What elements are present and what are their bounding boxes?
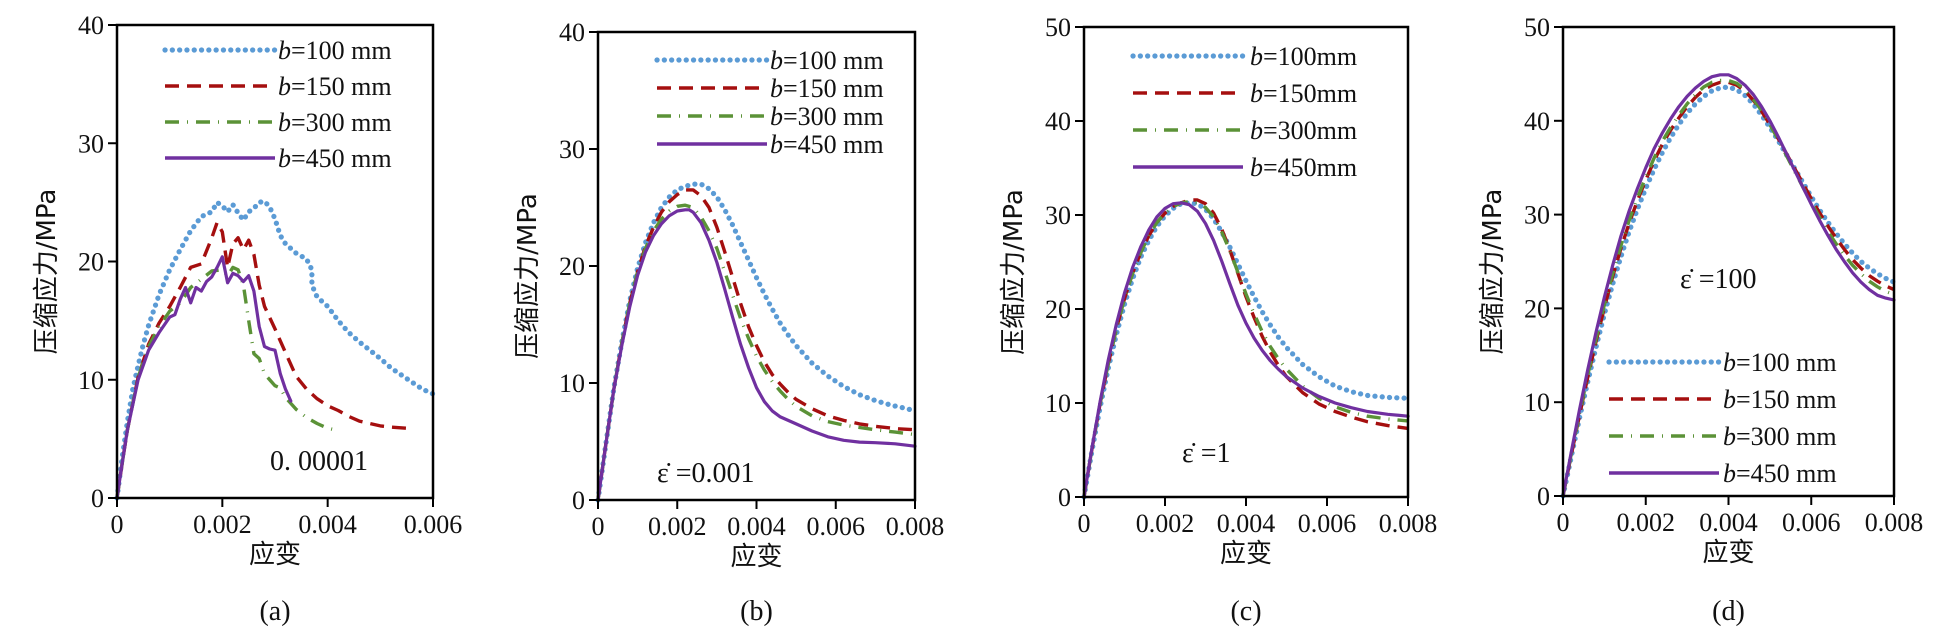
y-tick-label: 40 [559, 18, 585, 47]
strain-rate-annotation: ε̇ =0.001 [657, 458, 755, 489]
y-tick-label: 40 [1524, 107, 1550, 136]
legend-label: b=100mm [1250, 42, 1357, 71]
y-tick-label: 20 [1045, 295, 1071, 324]
y-axis-title: 压缩应力/MPa [513, 193, 543, 359]
chart-panel-b: 0 10 20 30 40 0 0.002 0.004 0.006 0.008 应变 压缩应力/MPa… [513, 18, 944, 627]
y-tick-label: 10 [559, 369, 585, 398]
series-line-150mm [115, 220, 407, 499]
y-tick-label: 30 [78, 129, 104, 158]
x-tick-label: 0.006 [1298, 509, 1357, 538]
y-tick-label: 30 [559, 135, 585, 164]
legend: b=100 mm b=150 mm b=300 mm b=450 mm [162, 36, 392, 173]
x-tick-label: 0.006 [404, 510, 463, 539]
legend-label: b=300 mm [278, 108, 392, 137]
strain-rate-annotation: 0. 00001 [270, 446, 368, 477]
y-tick-label: 0 [91, 484, 104, 513]
y-tick-label: 0 [572, 486, 585, 515]
x-axis-title: 应变 [1220, 539, 1272, 569]
legend: b=100 mm b=150 mm b=300 mm b=450 mm [1606, 348, 1837, 488]
x-tick-label: 0 [1557, 508, 1570, 537]
x-tick-label: 0.002 [648, 512, 707, 541]
y-tick-label: 50 [1524, 13, 1550, 42]
legend-label: b=300 mm [1723, 422, 1837, 451]
legend: b=100mm b=150mm b=300mm b=450mm [1130, 42, 1357, 182]
series-line-100mm [1081, 200, 1411, 500]
legend-label: b=450mm [1250, 153, 1357, 182]
legend-label: b=450 mm [278, 144, 392, 173]
legend-label: b=300 mm [770, 102, 884, 131]
panel-label: (b) [740, 596, 773, 627]
x-tick-label: 0.004 [1699, 508, 1758, 537]
x-tick-label: 0.002 [193, 510, 252, 539]
series-line-100mm [114, 198, 436, 501]
x-tick-label: 0 [1078, 509, 1091, 538]
y-tick-label: 0 [1058, 483, 1071, 512]
x-tick-label: 0.004 [298, 510, 357, 539]
series-line-300mm [1082, 200, 1409, 498]
y-axis-title: 压缩应力/MPa [1478, 189, 1508, 355]
y-axis-title: 压缩应力/MPa [999, 189, 1029, 355]
series-line-450mm [115, 255, 293, 500]
x-axis-title: 应变 [1702, 538, 1754, 568]
x-tick-label: 0 [111, 510, 124, 539]
series-line-450mm [1561, 73, 1896, 498]
x-tick-label: 0.002 [1617, 508, 1676, 537]
y-tick-label: 10 [78, 366, 104, 395]
legend-label: b=100 mm [770, 46, 884, 75]
legend-label: b=450 mm [770, 130, 884, 159]
legend-label: b=150 mm [1723, 385, 1837, 414]
panel-label: (a) [259, 596, 290, 627]
series-line-100mm [1560, 84, 1897, 499]
panel-label: (d) [1712, 596, 1745, 627]
chart-panel-c: 0 10 20 30 40 50 0 0.002 0.004 0.006 0.008 应变 压缩应力/M… [999, 13, 1437, 627]
y-tick-label: 30 [1045, 201, 1071, 230]
series-line-450mm [1082, 201, 1410, 499]
x-axis-title: 应变 [730, 542, 782, 572]
y-tick-label: 30 [1524, 201, 1550, 230]
plot-frame [1082, 25, 1410, 499]
y-tick-label: 10 [1524, 388, 1550, 417]
x-tick-label: 0 [592, 512, 605, 541]
y-tick-label: 40 [78, 11, 104, 40]
y-axis-title: 压缩应力/MPa [32, 189, 62, 355]
y-tick-label: 10 [1045, 389, 1071, 418]
y-tick-label: 50 [1045, 13, 1071, 42]
x-tick-label: 0.002 [1136, 509, 1195, 538]
series-line-450mm [596, 208, 917, 502]
x-tick-label: 0.006 [1782, 508, 1841, 537]
strain-rate-annotation: ε̇ =100 [1680, 264, 1757, 295]
y-tick-label: 20 [559, 252, 585, 281]
legend-label: b=300mm [1250, 116, 1357, 145]
x-tick-label: 0.008 [1379, 509, 1438, 538]
legend-label: b=100 mm [278, 36, 392, 65]
legend-label: b=450 mm [1723, 459, 1837, 488]
x-axis-title: 应变 [249, 540, 301, 570]
strain-rate-annotation: ε̇ =1 [1182, 438, 1231, 469]
x-tick-label: 0.004 [727, 512, 786, 541]
series-line-300mm [115, 265, 339, 499]
chart-panel-d: 0 10 20 30 40 50 0 0.002 0.004 0.006 0.008 应变 压缩应力/M… [1478, 13, 1923, 627]
legend-label: b=150mm [1250, 79, 1357, 108]
y-tick-label: 20 [78, 248, 104, 277]
series-line-100mm [595, 181, 918, 503]
legend-label: b=100 mm [1723, 348, 1837, 377]
series-line-150mm [596, 188, 916, 501]
panel-label: (c) [1230, 596, 1261, 627]
y-tick-label: 20 [1524, 294, 1550, 323]
legend-label: b=150 mm [770, 74, 884, 103]
legend: b=100 mmb=150 mmb=300 mmb=450 mm [654, 46, 884, 159]
x-tick-label: 0.008 [886, 512, 945, 541]
series-line-150mm [1561, 80, 1895, 497]
series-line-150mm [1082, 198, 1409, 498]
x-tick-label: 0.006 [807, 512, 866, 541]
y-tick-label: 0 [1537, 482, 1550, 511]
x-tick-label: 0.008 [1865, 508, 1924, 537]
legend-label: b=150 mm [278, 72, 392, 101]
x-tick-label: 0.004 [1217, 509, 1276, 538]
chart-panel-a: 0 10 20 30 40 0 0.002 0.004 0.006 应变 压缩应力/MPa (a) 0.… [32, 11, 462, 627]
y-tick-label: 40 [1045, 107, 1071, 136]
